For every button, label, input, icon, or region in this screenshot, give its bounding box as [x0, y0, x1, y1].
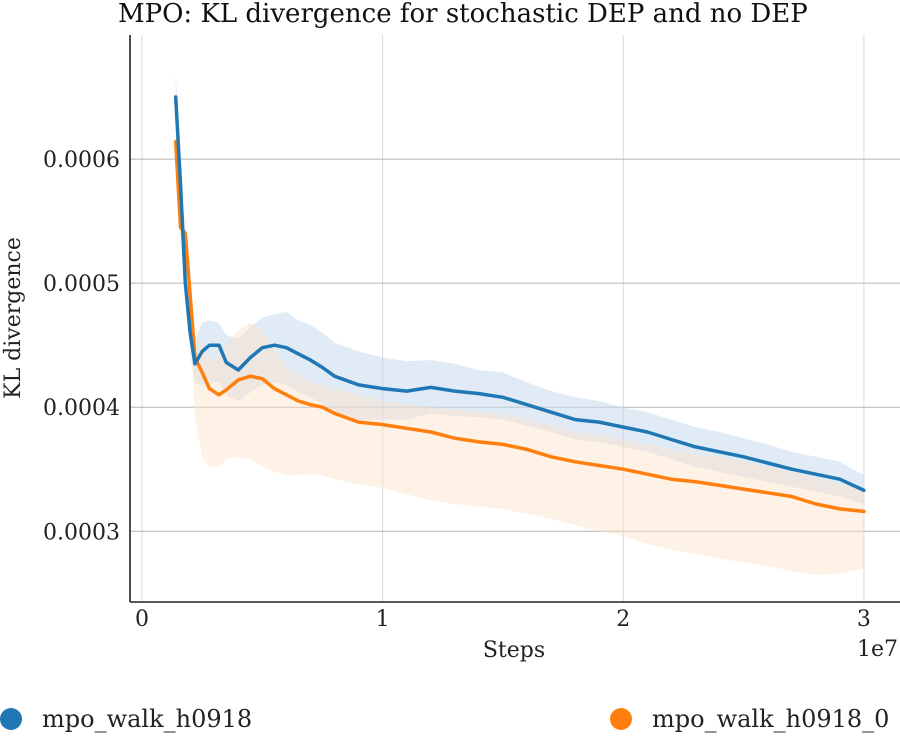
series-lines [173, 95, 866, 514]
legend-label: mpo_walk_h0918_0 [652, 705, 890, 733]
y-tick-label: 0.0006 [43, 148, 120, 173]
legend: mpo_walk_h0918 mpo_walk_h0918_0 [0, 703, 900, 743]
legend-label: mpo_walk_h0918 [42, 705, 253, 733]
legend-marker [0, 708, 22, 730]
x-tick-label: 1 [376, 607, 390, 632]
series-2-line [173, 139, 866, 514]
y-tick-label: 0.0004 [43, 396, 120, 421]
x-tick-label: 3 [857, 607, 871, 632]
x-axis-label: Steps [483, 638, 545, 663]
legend-marker [610, 708, 632, 730]
x-tick-label: 2 [616, 607, 630, 632]
series-1-band [175, 72, 864, 504]
chart-title: MPO: KL divergence for stochastic DEP an… [118, 0, 808, 29]
y-tick-label: 0.0003 [43, 520, 120, 545]
confidence-bands [175, 72, 864, 575]
y-axis-label: KL divergence [1, 237, 26, 399]
legend-item-series-1: mpo_walk_h0918 [0, 703, 252, 735]
x-tick-label: 0 [135, 607, 149, 632]
x-axis-offset-label: 1e7 [857, 637, 898, 662]
series-1-line [173, 95, 866, 493]
tick-labels: 0 1 2 3 0.0003 0.0004 0.0005 0.0006 [43, 148, 871, 632]
y-tick-label: 0.0005 [43, 272, 120, 297]
axes [129, 35, 900, 603]
legend-item-series-2: mpo_walk_h0918_0 [610, 703, 889, 735]
series-2-band [175, 124, 864, 575]
